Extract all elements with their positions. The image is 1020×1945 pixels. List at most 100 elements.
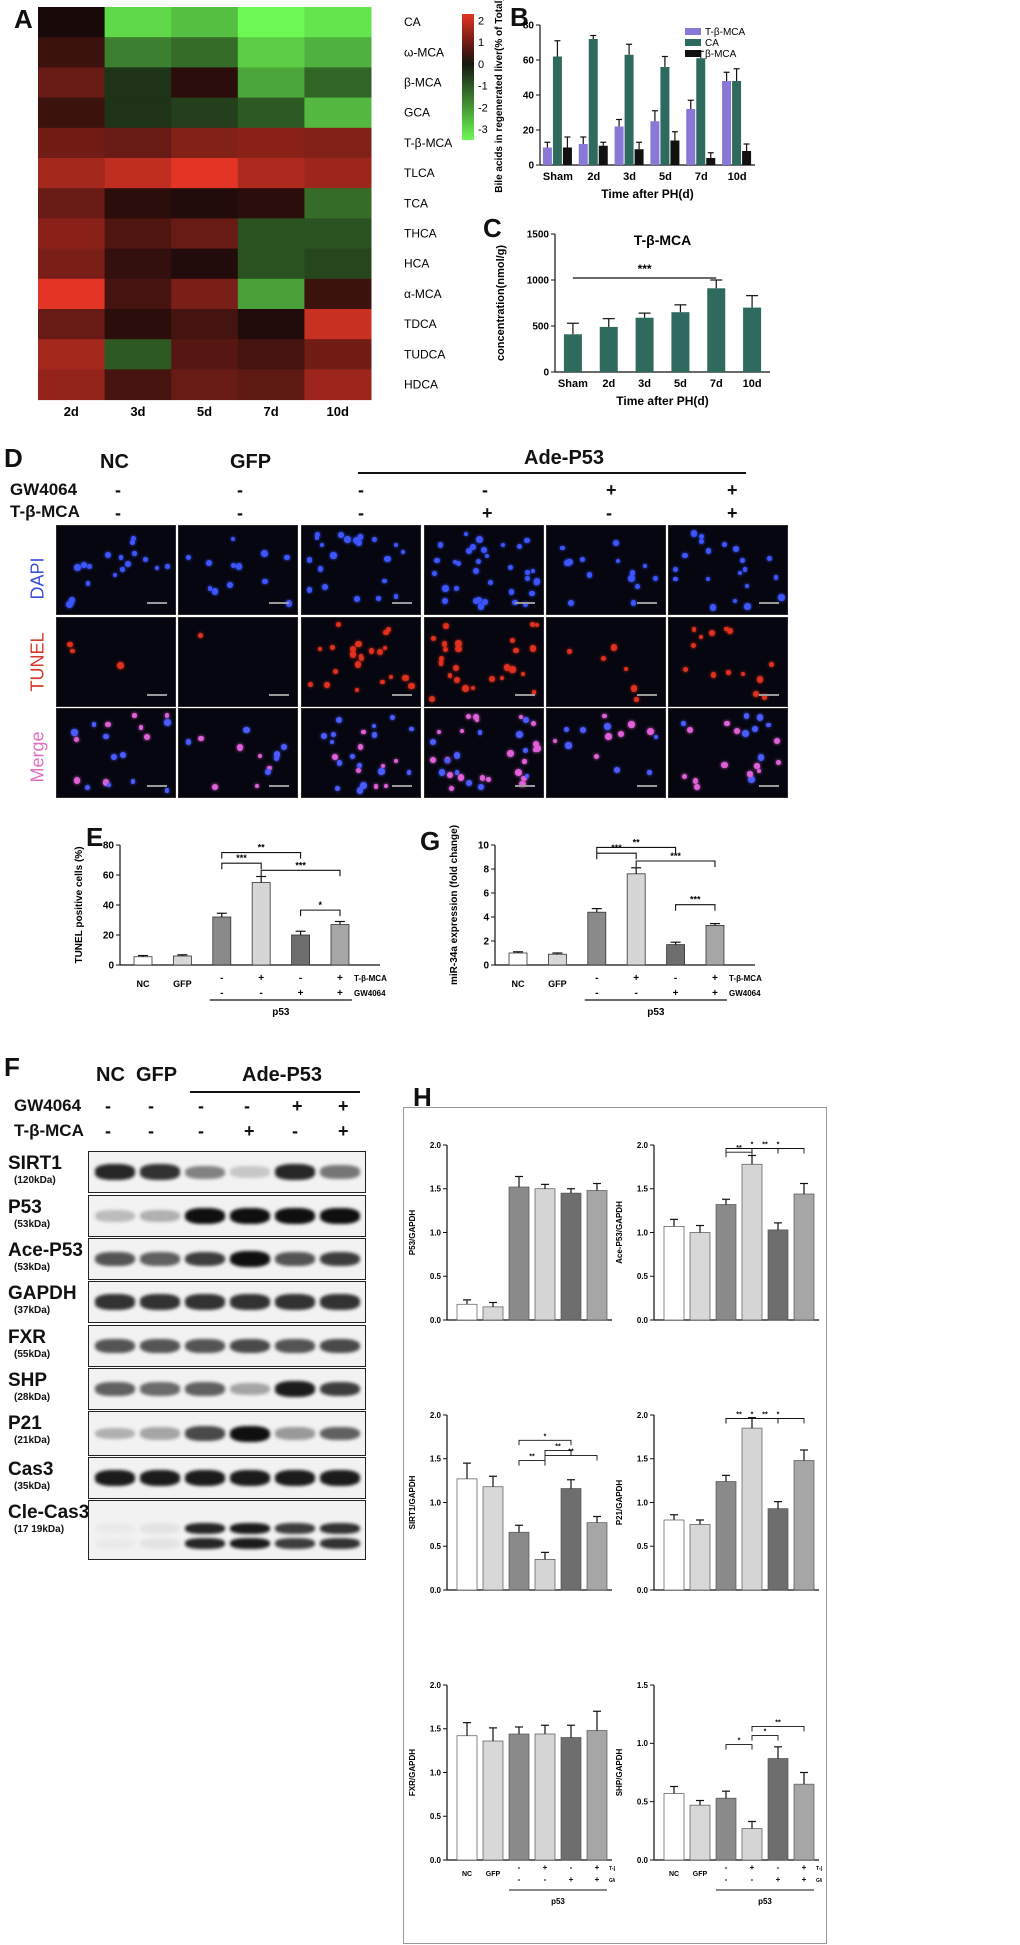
nucleus-dot bbox=[447, 673, 453, 679]
heatmap-cell bbox=[171, 158, 239, 189]
blot-gw4064-sign: - bbox=[148, 1096, 154, 1116]
nucleus-dot bbox=[430, 738, 437, 745]
y-tick-label: 10 bbox=[478, 841, 490, 852]
heatmap-cell bbox=[171, 309, 239, 340]
treatment-sign-label: T-β-MCA bbox=[354, 974, 387, 983]
nucleus-dot bbox=[464, 532, 469, 537]
nucleus-dot bbox=[354, 596, 361, 603]
nucleus-dot bbox=[372, 536, 378, 542]
significance-bracket bbox=[751, 1418, 805, 1424]
nucleus-dot bbox=[698, 533, 704, 539]
nucleus-dot bbox=[462, 684, 470, 692]
heatmap-cell bbox=[104, 127, 172, 159]
bar bbox=[542, 147, 552, 165]
nucleus-dot bbox=[560, 545, 565, 551]
blot-band bbox=[320, 1165, 360, 1179]
nucleus-dot bbox=[694, 784, 701, 790]
nucleus-dot bbox=[756, 676, 764, 683]
nucleus-dot bbox=[630, 685, 637, 692]
nucleus-dot bbox=[165, 563, 171, 569]
bar bbox=[534, 1733, 556, 1861]
y-tick-label: 1.0 bbox=[430, 1228, 442, 1237]
blot-kda-label: (21kDa) bbox=[14, 1435, 51, 1446]
nucleus-dot bbox=[257, 753, 262, 759]
blot-band bbox=[95, 1210, 135, 1222]
bar bbox=[588, 39, 598, 165]
nucleus-dot bbox=[529, 645, 537, 652]
heatmap-cell bbox=[38, 369, 106, 401]
bar-chart-g: 0 2 4 6 8 10 miR-34a expression (fold change) N… bbox=[449, 825, 762, 1018]
bar bbox=[534, 1559, 556, 1591]
gw4064-sign: - bbox=[115, 480, 121, 500]
x-tick-label: NC bbox=[462, 1871, 472, 1878]
significance-bracket bbox=[751, 1726, 805, 1732]
nucleus-dot bbox=[443, 622, 450, 630]
ade-p53-bracket bbox=[358, 472, 746, 474]
bar bbox=[660, 67, 670, 165]
nucleus-dot bbox=[517, 543, 523, 549]
nucleus-dot bbox=[722, 541, 728, 548]
nucleus-dot bbox=[514, 769, 522, 776]
nucleus-dot bbox=[356, 787, 364, 795]
x-axis-label: Time after PH(d) bbox=[601, 187, 693, 201]
nucleus-dot bbox=[754, 763, 760, 769]
scale-bar bbox=[637, 602, 657, 604]
blot-tbmca-sign: - bbox=[105, 1121, 111, 1141]
blot-kda-label: (17 19kDa) bbox=[14, 1524, 65, 1535]
nucleus-dot bbox=[230, 536, 235, 541]
nucleus-dot bbox=[503, 664, 511, 671]
nucleus-dot bbox=[386, 627, 392, 633]
blot-tbmca-sign: - bbox=[292, 1121, 298, 1141]
bar bbox=[586, 1730, 608, 1861]
treatment-sign: + bbox=[712, 988, 718, 999]
nucleus-dot bbox=[475, 558, 482, 565]
scale-bar bbox=[759, 602, 779, 604]
nucleus-dot bbox=[243, 726, 250, 734]
heatmap-cell bbox=[38, 339, 106, 370]
blot-band bbox=[230, 1538, 270, 1549]
treatment-sign: - bbox=[595, 988, 598, 999]
nucleus-dot bbox=[532, 748, 538, 753]
blot-band bbox=[230, 1166, 270, 1178]
blot-label-gapdh: GAPDH bbox=[8, 1283, 77, 1304]
nucleus-dot bbox=[384, 555, 392, 563]
colorbar bbox=[462, 14, 474, 140]
blot-band bbox=[320, 1470, 360, 1486]
nucleus-dot bbox=[205, 559, 212, 566]
nucleus-dot bbox=[429, 756, 436, 764]
nucleus-dot bbox=[567, 599, 574, 606]
blot-band bbox=[275, 1338, 315, 1354]
treatment-sign: + bbox=[298, 988, 304, 999]
nucleus-dot bbox=[85, 784, 91, 790]
blot-band bbox=[275, 1208, 315, 1224]
nucleus-dot bbox=[457, 774, 465, 781]
nucleus-dot bbox=[69, 596, 76, 603]
bar bbox=[634, 149, 644, 165]
blot-kda-label: (53kDa) bbox=[14, 1219, 51, 1230]
nucleus-dot bbox=[529, 590, 535, 597]
y-tick-label: 0 bbox=[108, 961, 114, 972]
treatment-sign: - bbox=[220, 988, 223, 999]
nucleus-dot bbox=[767, 556, 772, 561]
micrograph-merge bbox=[56, 708, 176, 798]
tbmca-sign: - bbox=[358, 503, 364, 523]
nucleus-dot bbox=[605, 732, 612, 740]
heatmap-cell bbox=[237, 37, 305, 68]
y-axis-label: P21/GAPDH bbox=[615, 1480, 624, 1526]
nucleus-dot bbox=[699, 539, 704, 545]
nucleus-dot bbox=[617, 731, 625, 738]
heatmap-cell bbox=[304, 278, 372, 310]
bar bbox=[732, 81, 742, 165]
blot-ade-p53-bracket bbox=[190, 1091, 360, 1093]
bar bbox=[456, 1303, 478, 1321]
nucleus-dot bbox=[445, 758, 450, 763]
y-tick-label: 40 bbox=[523, 91, 535, 102]
nucleus-dot bbox=[743, 567, 748, 572]
column-label-ade-p53: Ade-P53 bbox=[524, 447, 605, 469]
nucleus-dot bbox=[479, 775, 486, 781]
significance-bracket bbox=[596, 846, 677, 854]
nucleus-dot bbox=[634, 583, 640, 589]
y-axis-label: concentration(nmol/g) bbox=[495, 245, 507, 361]
bar bbox=[330, 924, 350, 966]
micrograph-dapi bbox=[546, 525, 666, 615]
